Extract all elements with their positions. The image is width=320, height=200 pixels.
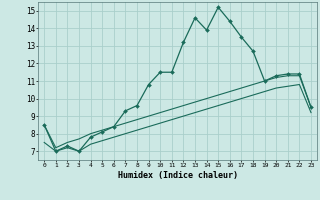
X-axis label: Humidex (Indice chaleur): Humidex (Indice chaleur) xyxy=(118,171,238,180)
